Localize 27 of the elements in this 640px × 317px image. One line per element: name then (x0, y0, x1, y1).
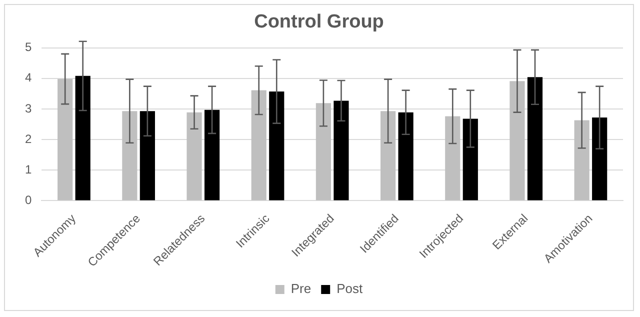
legend-label: Post (336, 281, 364, 296)
chart-title: Control Group (254, 12, 384, 33)
bar (58, 78, 73, 200)
y-tick-label: 1 (24, 162, 32, 176)
y-tick-label: 3 (24, 101, 32, 116)
bar (251, 90, 266, 200)
bar (462, 118, 478, 200)
bar (140, 111, 155, 200)
bar (122, 111, 138, 200)
bar (592, 118, 608, 200)
y-tick-label: 5 (24, 40, 32, 54)
bar (398, 112, 414, 200)
y-tick-label: 0 (24, 193, 32, 208)
bar (527, 77, 543, 200)
y-tick-label: 2 (24, 132, 32, 146)
bar (574, 120, 590, 200)
legend-label: Pre (290, 281, 312, 296)
bar (334, 100, 349, 200)
bar (510, 81, 525, 200)
bar (316, 103, 332, 200)
bar (269, 92, 284, 200)
bar (186, 112, 202, 200)
bar (75, 76, 90, 200)
bar (445, 116, 460, 200)
y-tick-label: 4 (24, 70, 32, 85)
bar (204, 110, 220, 200)
bar (380, 111, 396, 200)
